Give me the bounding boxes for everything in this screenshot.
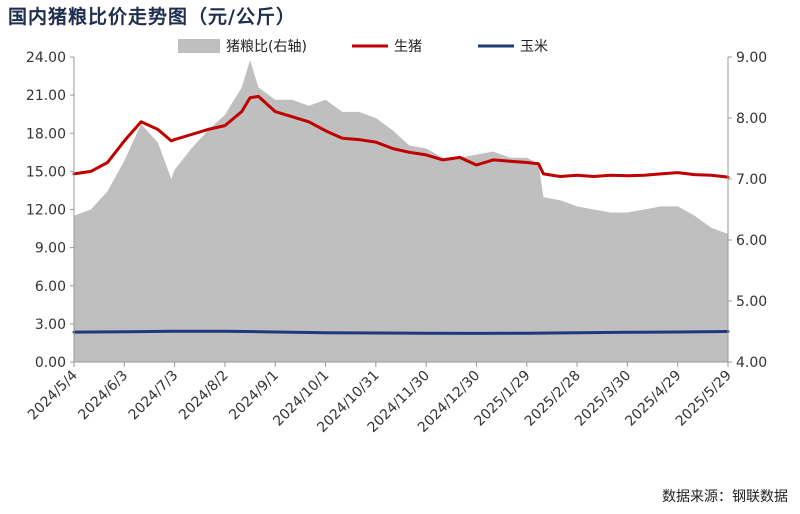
legend-label-0: 猪粮比(右轴) [226,39,307,55]
left-tick-label: 3.00 [35,317,66,333]
x-tick-label: 2024/7/3 [126,368,182,424]
area-layer [74,60,728,362]
left-tick-label: 15.00 [26,164,66,180]
right-tick-label: 4.00 [736,355,767,371]
legend-label-2: 玉米 [520,39,548,55]
legend-label-1: 生猪 [394,39,422,55]
source-note: 数据来源：钢联数据 [662,489,788,505]
right-tick-label: 7.00 [736,172,767,188]
chart-title: 国内猪粮比价走势图（元/公斤） [8,6,296,28]
x-tick-label: 2024/8/2 [176,368,232,424]
legend: 猪粮比(右轴) 生猪 玉米 [178,39,548,55]
right-tick-label: 6.00 [736,233,767,249]
right-tick-label: 9.00 [736,50,767,66]
left-tick-label: 18.00 [26,126,66,142]
right-tick-label: 8.00 [736,111,767,127]
series-line-2 [72,329,730,335]
legend-swatch-0 [178,39,220,53]
series-area-0 [74,60,728,362]
left-tick-label: 0.00 [35,355,66,371]
left-tick-label: 12.00 [26,203,66,219]
left-tick-label: 24.00 [26,50,66,66]
left-tick-label: 6.00 [35,279,66,295]
right-tick-label: 5.00 [736,294,767,310]
x-tick-label: 2024/5/4 [25,367,81,423]
left-tick-label: 9.00 [35,241,66,257]
line-layer [72,94,730,335]
left-tick-label: 21.00 [26,88,66,104]
series-line-1 [72,94,730,179]
x-tick-label: 2024/6/3 [75,368,131,424]
